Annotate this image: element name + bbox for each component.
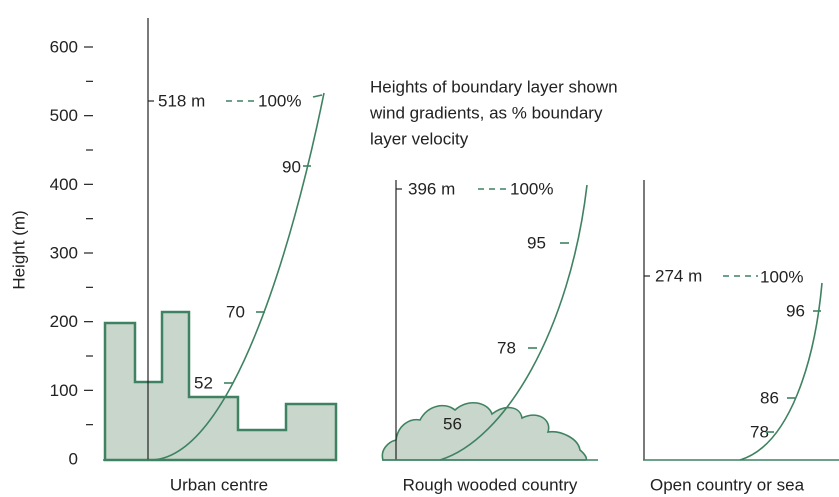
y-tick-label: 600 — [50, 37, 78, 56]
profile-label: 56 — [443, 414, 462, 433]
y-tick-label: 100 — [50, 381, 78, 400]
trees — [381, 402, 588, 461]
panel-label: Open country or sea — [650, 475, 805, 494]
panel-open: 274 m 100% 96 86 78 Open country or sea — [643, 180, 839, 494]
y-tick-label: 300 — [50, 243, 78, 262]
tick — [312, 94, 323, 98]
profile-label: 96 — [786, 301, 805, 320]
y-tick-label: 500 — [50, 106, 78, 125]
top-percent: 100% — [258, 91, 301, 110]
profile-label: 86 — [760, 388, 779, 407]
profile-label: 52 — [194, 373, 213, 392]
note-line: Heights of boundary layer shown — [370, 77, 618, 96]
top-percent: 100% — [760, 267, 803, 286]
wind-profile — [149, 92, 325, 461]
boundary-height: 518 m — [158, 91, 205, 110]
y-tick-label: 400 — [50, 175, 78, 194]
boundary-height: 274 m — [655, 266, 702, 285]
profile-label: 95 — [527, 233, 546, 252]
wind-profile — [439, 184, 588, 461]
profile-label: 90 — [282, 157, 301, 176]
profile-label: 78 — [750, 422, 769, 441]
panel-label: Rough wooded country — [403, 475, 578, 494]
y-axis-title: Height (m) — [9, 210, 28, 289]
buildings — [103, 310, 338, 462]
y-tick-label: 200 — [50, 312, 78, 331]
top-percent: 100% — [510, 179, 553, 198]
y-axis: 600 500 400 300 200 100 0 — [50, 37, 93, 468]
boundary-height: 396 m — [408, 179, 455, 198]
profile-label: 70 — [226, 302, 245, 321]
panel-wooded: 396 m 100% 95 78 56 Rough wooded country — [381, 179, 598, 494]
note-line: wind gradients, as % boundary — [369, 103, 603, 122]
panel-urban: 518 m 100% 90 70 52 Urban centre — [103, 18, 338, 494]
y-tick-label: 0 — [69, 449, 78, 468]
profile-label: 78 — [497, 338, 516, 357]
panel-label: Urban centre — [170, 475, 268, 494]
note-line: layer velocity — [370, 129, 469, 148]
